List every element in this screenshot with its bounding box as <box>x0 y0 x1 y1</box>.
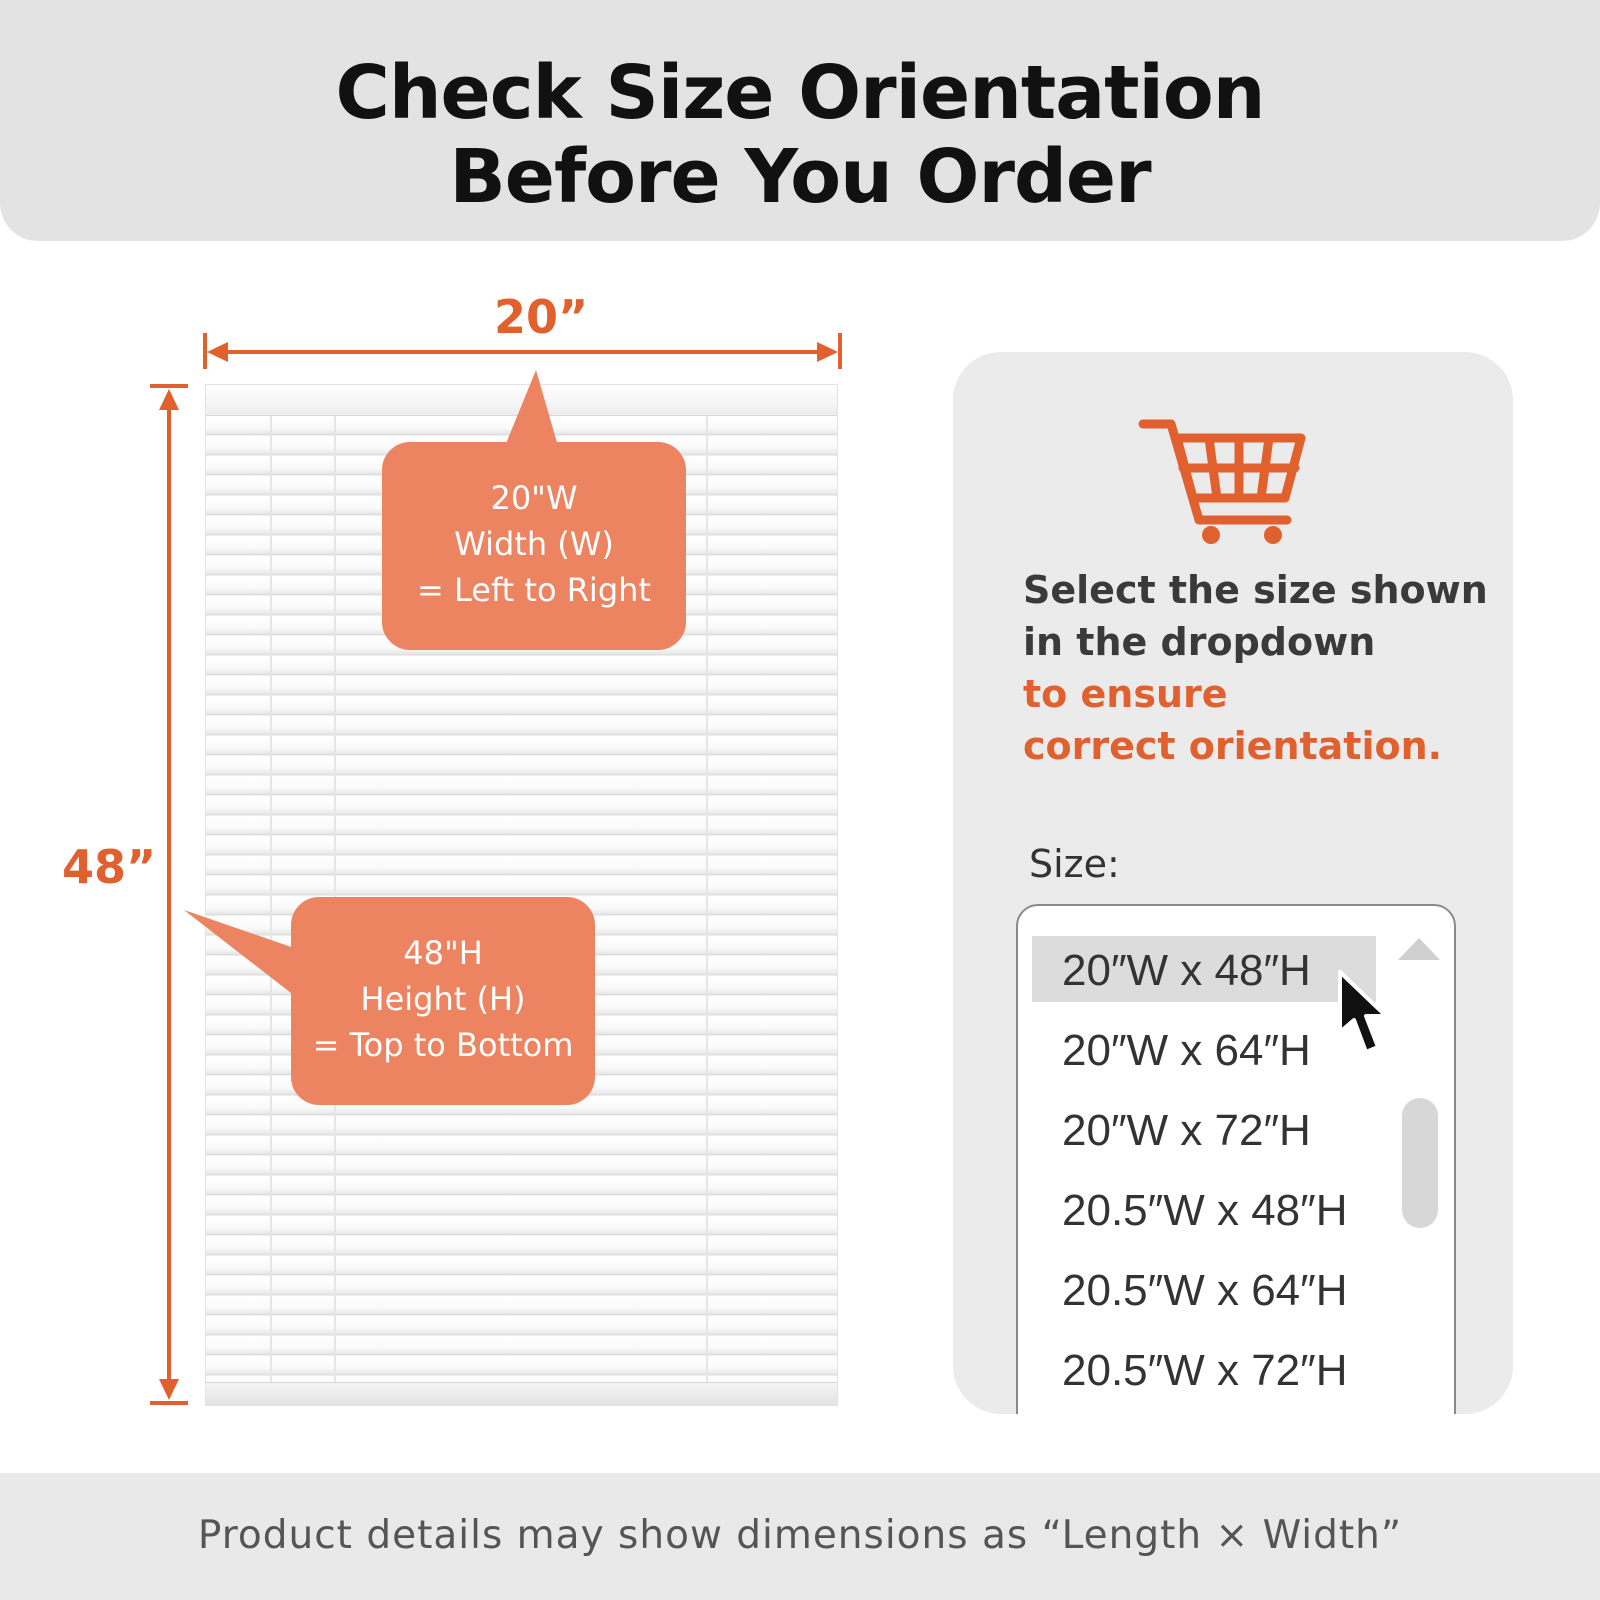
width-callout: 20"W Width (W) = Left to Right <box>382 442 686 650</box>
size-option[interactable]: 20.5″W x 72″H <box>1062 1346 1348 1395</box>
size-option[interactable]: 20.5″W x 48″H <box>1062 1186 1348 1235</box>
height-dimension-label: 48” <box>62 840 157 894</box>
size-selection-panel: Select the size shown in the dropdown to… <box>953 352 1513 1414</box>
instruction-emphasis: to ensure <box>1023 672 1228 716</box>
height-callout-title: Height (H) <box>360 980 526 1018</box>
blind-ladder-cord <box>270 416 272 1386</box>
height-callout: 48"H Height (H) = Top to Bottom <box>291 897 595 1105</box>
scroll-up-arrow-icon[interactable] <box>1398 938 1440 960</box>
size-option[interactable]: 20.5″W x 64″H <box>1062 1266 1348 1315</box>
size-dropdown-label: Size: <box>1029 842 1120 886</box>
shopping-cart-icon <box>1138 419 1306 544</box>
footer-banner: Product details may show dimensions as “… <box>0 1473 1600 1600</box>
scrollbar-thumb[interactable] <box>1402 1098 1438 1228</box>
width-callout-desc: = Left to Right <box>417 571 651 609</box>
blind-ladder-cord <box>706 416 708 1386</box>
width-callout-title: Width (W) <box>454 525 614 563</box>
instruction-emphasis: correct orientation. <box>1023 724 1443 768</box>
instruction-text: Select the size shown <box>1023 568 1488 612</box>
instruction-text: in the dropdown <box>1023 620 1376 664</box>
size-dropdown-list[interactable]: 20″W x 48″H 20″W x 64″H 20″W x 72″H 20.5… <box>1016 904 1456 1414</box>
blind-bottom-rail <box>206 1382 837 1405</box>
size-option[interactable]: 20″W x 64″H <box>1062 1026 1311 1075</box>
size-option-selected[interactable]: 20″W x 48″H <box>1062 946 1311 995</box>
height-callout-desc: = Top to Bottom <box>312 1026 574 1064</box>
selected-option-highlight <box>1032 936 1376 1002</box>
height-callout-value: 48"H <box>403 934 483 972</box>
header-banner: Check Size Orientation Before You Order <box>0 0 1600 241</box>
page-title-line-2: Before You Order <box>449 134 1151 220</box>
width-callout-value: 20"W <box>490 479 578 517</box>
page-title-line-1: Check Size Orientation <box>335 50 1266 136</box>
size-option[interactable]: 20″W x 72″H <box>1062 1106 1311 1155</box>
width-dimension-label: 20” <box>494 290 589 344</box>
footer-note: Product details may show dimensions as “… <box>197 1513 1403 1558</box>
mouse-pointer-icon <box>1338 970 1388 1054</box>
